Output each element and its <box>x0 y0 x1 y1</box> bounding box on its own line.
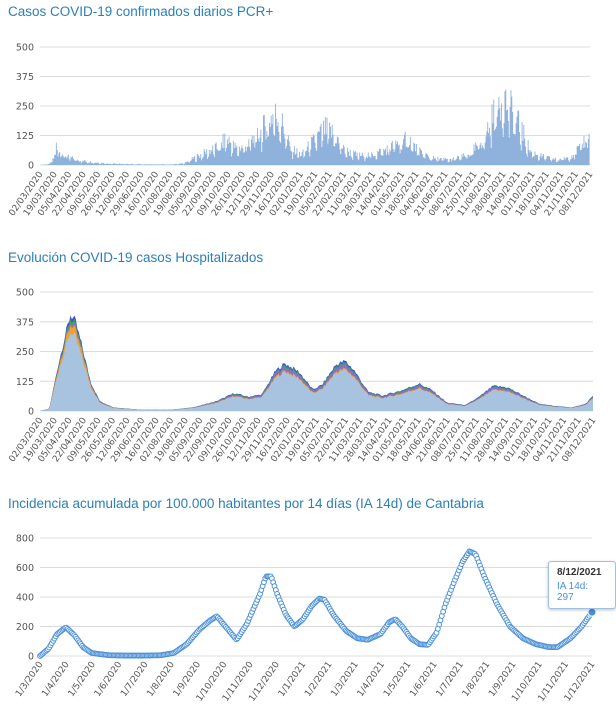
chart-title-pcr: Casos COVID-19 confirmados diarios PCR+ <box>8 4 274 19</box>
y-tick-label: 500 <box>16 288 34 299</box>
pcr-cases-bar-chart: 012525037550002/03/202019/03/202005/04/2… <box>8 43 596 219</box>
chart-title-incidence: Incidencia acumulada por 100.000 habitan… <box>8 496 484 511</box>
y-tick-label: 0 <box>28 407 34 418</box>
y-tick-label: 500 <box>16 43 34 54</box>
tooltip-value: IA 14d: 297 <box>557 581 589 603</box>
incidence-scatter-chart: 02004006008001/3/20201/4/20201/5/20201/6… <box>14 534 597 704</box>
hospitalized-layer-base <box>40 332 593 411</box>
tooltip-date: 8/12/2021 <box>557 567 602 578</box>
y-tick-label: 250 <box>16 347 34 358</box>
y-tick-label: 800 <box>16 534 34 545</box>
y-tick-label: 200 <box>16 622 34 633</box>
y-tick-label: 0 <box>28 161 34 172</box>
y-tick-label: 600 <box>16 563 34 574</box>
hospitalized-area-chart: 012525037550002/03/202019/03/202005/04/2… <box>8 288 599 465</box>
incidence-points <box>37 548 595 659</box>
incidence-tooltip: 8/12/2021 IA 14d: 297 <box>548 561 616 609</box>
y-tick-label: 250 <box>16 102 34 113</box>
y-tick-label: 400 <box>16 593 34 604</box>
daily-case-bars <box>40 89 590 165</box>
y-tick-label: 375 <box>16 72 34 83</box>
y-tick-label: 125 <box>16 131 34 142</box>
chart-title-hospitalized: Evolución COVID-19 casos Hospitalizados <box>8 250 264 265</box>
highlighted-point <box>587 607 597 617</box>
y-tick-label: 125 <box>16 377 34 388</box>
y-tick-label: 0 <box>28 652 34 663</box>
y-tick-label: 375 <box>16 317 34 328</box>
